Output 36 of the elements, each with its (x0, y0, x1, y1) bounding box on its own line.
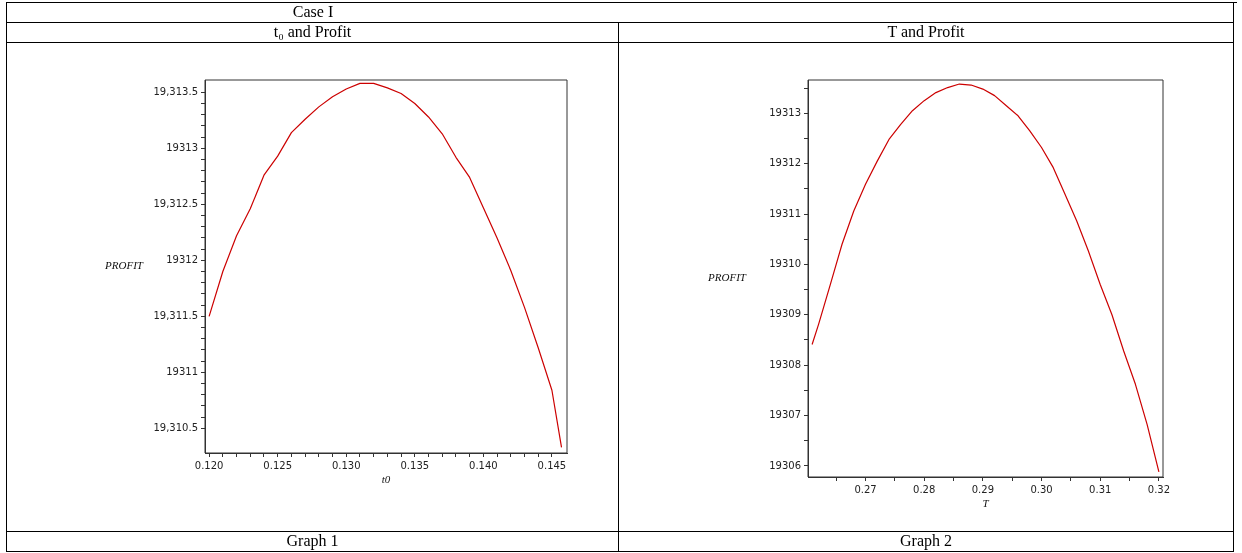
y-axis-title: PROFIT (104, 259, 144, 272)
y-tick-label: 19313 (166, 141, 198, 153)
x-axis-title: T (982, 497, 990, 510)
chart-subtitle: t₀ and Profit (7, 23, 619, 43)
y-tick-label: 19308 (769, 358, 801, 370)
x-tick-label: 0.28 (913, 483, 936, 495)
y-tick-label: 19,310.5 (153, 421, 198, 433)
y-tick-label: 19310 (769, 257, 801, 269)
y-tick-label: 19306 (769, 459, 801, 471)
y-tick-label: 19309 (769, 308, 801, 320)
x-tick-label: 0.120 (194, 459, 224, 471)
x-tick-label: 0.140 (469, 459, 498, 471)
x-tick-label: 0.32 (1147, 483, 1171, 495)
x-tick-label: 0.130 (331, 459, 361, 471)
x-tick-label: 0.29 (971, 483, 994, 495)
y-tick-label: 19,312.5 (153, 197, 198, 209)
y-tick-label: 19313 (769, 106, 801, 118)
y-axis-title: PROFIT (707, 271, 747, 284)
chart-title: Case I (7, 3, 619, 23)
x-tick-label: 0.30 (1030, 483, 1053, 495)
caption: Graph 1 (7, 532, 619, 552)
x-tick-label: 0.27 (854, 483, 877, 495)
y-tick-label: 19,311.5 (153, 309, 198, 321)
y-tick-label: 19311 (769, 207, 801, 219)
caption: Graph 2 (619, 532, 1234, 552)
y-tick-label: 19312 (166, 253, 198, 265)
y-tick-label: 19307 (769, 409, 801, 421)
x-tick-label: 0.145 (537, 459, 567, 471)
x-tick-label: 0.125 (263, 459, 292, 471)
x-tick-label: 0.135 (400, 459, 430, 471)
x-tick-label: 0.31 (1089, 483, 1112, 495)
x-axis-title: t0 (381, 473, 391, 486)
y-tick-label: 19,313.5 (153, 85, 198, 97)
y-tick-label: 19311 (166, 365, 198, 377)
chart-subtitle: T and Profit (619, 23, 1234, 43)
y-tick-label: 19312 (769, 157, 801, 169)
